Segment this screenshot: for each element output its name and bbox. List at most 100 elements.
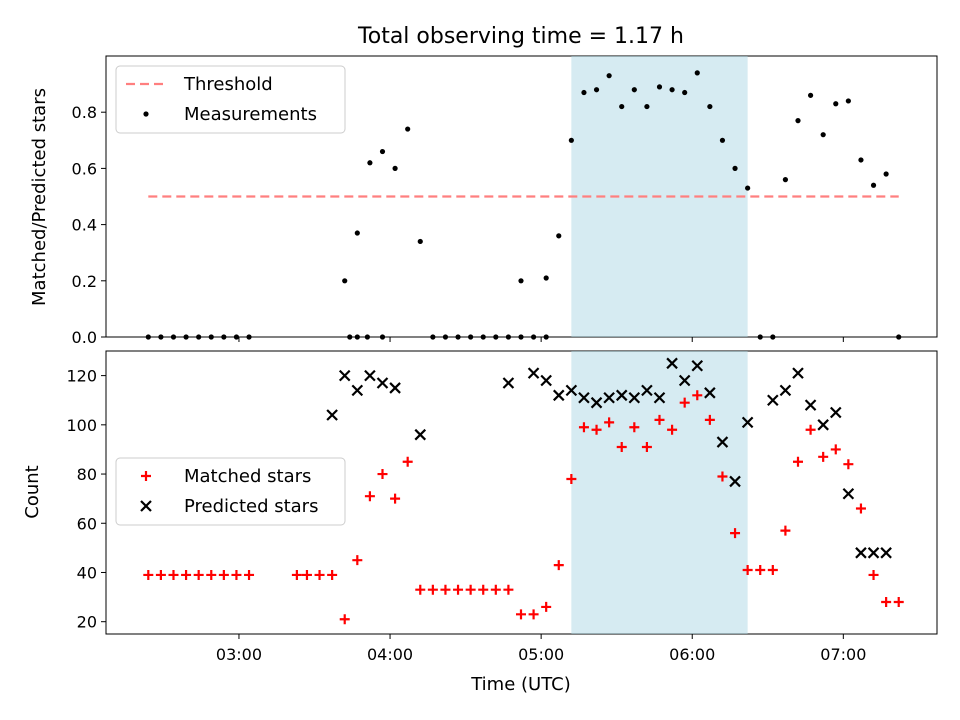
measurement-point (656, 84, 663, 90)
measurement-point (221, 334, 227, 340)
chart-title: Total observing time = 1.17 h (357, 24, 684, 49)
predicted-star-point (678, 374, 691, 387)
matched-star-point (402, 456, 413, 467)
matched-star-point (818, 451, 829, 462)
top-y-tick-label: 0.2 (72, 272, 97, 291)
measurement-point (568, 137, 574, 143)
matched-star-point (717, 471, 728, 482)
matched-star-point (364, 491, 375, 502)
matched-star-point (478, 584, 489, 595)
measurement-point (196, 334, 202, 340)
legend-swatch (141, 471, 151, 481)
predicted-star-point (364, 369, 376, 382)
legend-label: Measurements (184, 104, 317, 125)
top-y-tick-label: 0.4 (72, 216, 97, 235)
x-tick-label: 03:00 (216, 645, 262, 664)
measurement-point (619, 103, 625, 110)
x-tick-label: 06:00 (669, 645, 715, 664)
x-tick-label: 05:00 (518, 645, 564, 664)
predicted-star-point (603, 391, 615, 404)
measurement-point (392, 165, 398, 171)
matched-star-point (704, 414, 715, 425)
predicted-star-point (351, 384, 364, 397)
measurement-point (170, 334, 177, 340)
bottom-y-tick-label: 40 (77, 563, 97, 582)
measurement-point (581, 89, 587, 96)
predicted-star-point (502, 377, 515, 389)
matched-star-point (843, 459, 854, 470)
measurement-point (593, 87, 600, 93)
predicted-star-point (641, 384, 653, 397)
predicted-star-point (842, 487, 855, 500)
measurement-point (246, 334, 252, 340)
measurement-point (644, 103, 650, 110)
bottom-y-tick-label: 20 (77, 613, 97, 632)
matched-star-point (181, 569, 192, 580)
measurement-point (405, 126, 411, 132)
legend-box (115, 65, 346, 134)
matched-star-point (742, 565, 753, 576)
bottom-y-tick-label: 100 (66, 416, 97, 435)
legend-label: Matched stars (184, 466, 311, 487)
measurement-point (745, 185, 751, 191)
measurement-point (347, 334, 353, 340)
bottom-highlight-span (571, 351, 748, 634)
predicted-star-point (389, 382, 401, 394)
predicted-star-point (653, 391, 666, 404)
measurement-point (858, 157, 864, 163)
matched-star-point (390, 493, 401, 504)
matched-star-point (427, 584, 438, 595)
matched-star-point (465, 584, 476, 595)
matched-star-point (244, 569, 255, 580)
matched-star-point (528, 609, 539, 620)
measurement-point (208, 334, 214, 340)
matched-star-point (143, 569, 154, 580)
measurement-point (493, 334, 499, 340)
x-tick-label: 04:00 (367, 645, 413, 664)
matched-star-point (541, 601, 552, 612)
top-y-tick-label: 0.0 (72, 328, 97, 347)
predicted-star-point (565, 384, 578, 397)
measurement-point (233, 334, 240, 340)
matched-star-point (629, 422, 640, 433)
predicted-star-point (414, 428, 427, 441)
measurement-point (870, 182, 877, 188)
measurement-point (543, 334, 549, 340)
matched-star-point (314, 569, 325, 580)
predicted-star-point (767, 394, 779, 406)
matched-star-point (893, 597, 904, 608)
measurement-point (158, 334, 164, 340)
matched-star-point (604, 417, 615, 428)
matched-star-point (440, 584, 451, 595)
x-axis-label: Time (UTC) (470, 674, 571, 695)
measurement-point (354, 334, 360, 340)
measurement-point (631, 87, 637, 93)
measurement-point (342, 278, 348, 284)
top-y-tick-label: 0.8 (72, 103, 97, 122)
matched-star-point (881, 597, 892, 608)
measurement-point (442, 334, 449, 340)
matched-star-point (490, 584, 501, 595)
predicted-star-point (741, 416, 754, 429)
predicted-star-point (590, 396, 603, 409)
predicted-star-point (628, 391, 641, 404)
predicted-star-point (326, 409, 338, 421)
predicted-star-point (729, 475, 741, 488)
x-tick-label: 07:00 (820, 645, 866, 664)
measurement-point (795, 118, 801, 124)
measurement-point (430, 334, 436, 340)
measurement-point (468, 334, 474, 340)
matched-star-point (566, 473, 577, 484)
measurement-point (782, 177, 789, 183)
matched-star-point (641, 441, 652, 452)
matched-star-point (667, 424, 678, 435)
matched-star-point (301, 569, 312, 580)
predicted-star-point (578, 391, 590, 404)
matched-star-point (231, 569, 242, 580)
measurement-point (543, 275, 549, 281)
predicted-star-point (867, 547, 880, 559)
predicted-star-point (552, 389, 565, 402)
top-panel: 0.00.20.40.60.8 Matched/Predicted stars … (29, 55, 938, 347)
measurement-point (845, 98, 851, 104)
matched-star-point (792, 456, 803, 467)
